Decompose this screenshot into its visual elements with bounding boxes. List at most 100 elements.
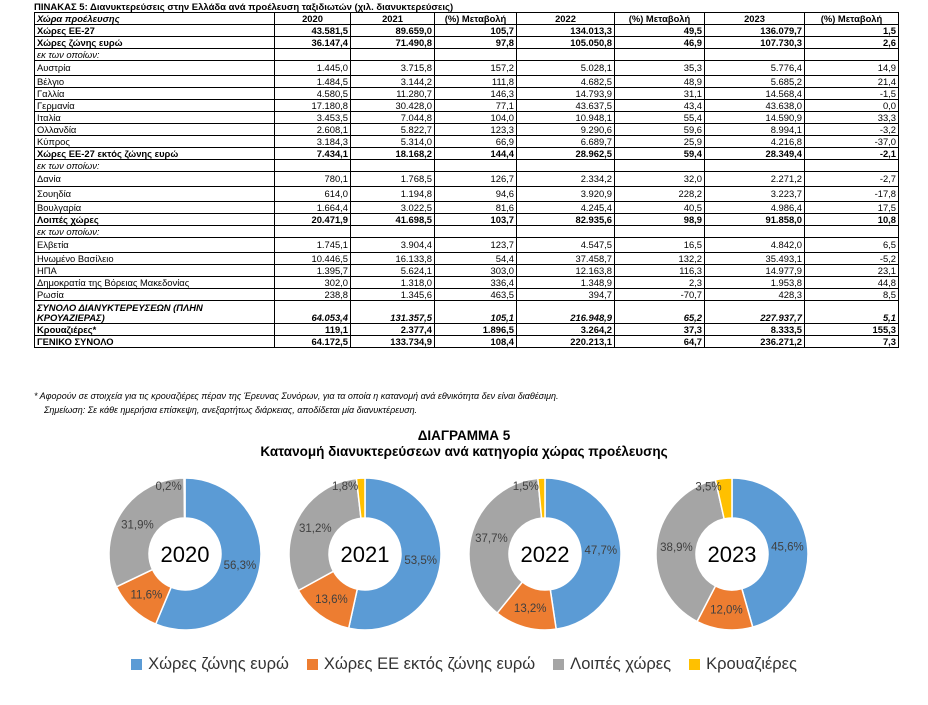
legend-label: Κρουαζιέρες (706, 655, 797, 673)
legend-swatch (131, 659, 143, 670)
row-label-cell: Δανία (34, 171, 275, 187)
value-cell: 134.013,3 (516, 24, 615, 37)
nights-table: Χώρα προέλευσης 2020 2021 (%) Μεταβολή 2… (34, 12, 899, 348)
table-caption: ΠΙΝΑΚΑΣ 5: Διανυκτερεύσεις στην Ελλάδα α… (34, 2, 454, 13)
value-cell: 1.318,0 (350, 276, 435, 289)
value-cell: -70,7 (614, 288, 705, 301)
value-cell: 17.180,8 (274, 99, 351, 112)
value-cell: 5.822,7 (350, 123, 435, 136)
row-label-cell: Κύπρος (34, 135, 275, 148)
value-cell: -3,2 (804, 123, 899, 136)
value-cell: 17,5 (804, 201, 899, 214)
row-label-cell: Κρουαζιέρες* (34, 323, 275, 336)
value-cell: 4.580,5 (274, 87, 351, 100)
value-cell: 227.937,7 (704, 300, 805, 324)
value-cell: 59,6 (614, 123, 705, 136)
value-cell (516, 159, 615, 172)
value-cell: 111,8 (434, 75, 517, 88)
value-cell: 7.044,8 (350, 111, 435, 124)
value-cell: 2.377,4 (350, 323, 435, 336)
value-cell: 8.333,5 (704, 323, 805, 336)
value-cell: 14,9 (804, 60, 899, 76)
value-cell: 3.453,5 (274, 111, 351, 124)
slice-label: 37,7% (475, 533, 508, 545)
value-cell: 4.216,8 (704, 135, 805, 148)
value-cell: 428,3 (704, 288, 805, 301)
value-cell: 1.768,5 (350, 171, 435, 187)
donut-slice (154, 477, 262, 631)
value-cell (614, 159, 705, 172)
value-cell: 0,0 (804, 99, 899, 112)
value-cell: 1,5 (804, 24, 899, 37)
value-cell: 1.953,8 (704, 276, 805, 289)
slice-label: 56,3% (224, 560, 257, 572)
value-cell (804, 225, 899, 238)
value-cell: 23,1 (804, 264, 899, 277)
row-label-cell: Χώρες ζώνης ευρώ (34, 36, 275, 49)
table-row: Βουλγαρία 1.664,4 3.022,5 81,6 4.245,4 40,5 4.… (34, 201, 899, 214)
table-row: Ρωσία 238,8 1.345,6 463,5 394,7 -70,7 428,3 8,5 (34, 288, 899, 301)
column-header: Χώρα προέλευσης (34, 12, 275, 25)
value-cell: 216.948,9 (516, 300, 615, 324)
value-cell (704, 225, 805, 238)
value-cell: 7.434,1 (274, 147, 351, 160)
value-cell: 16.133,8 (350, 252, 435, 265)
value-cell: 6,5 (804, 237, 899, 253)
row-label-cell: Σουηδία (34, 186, 275, 202)
value-cell: 41.698,5 (350, 213, 435, 226)
value-cell: 107.730,3 (704, 36, 805, 49)
table-row: εκ των οποίων: (34, 48, 899, 61)
value-cell: 1.896,5 (434, 323, 517, 336)
value-cell: 10,8 (804, 213, 899, 226)
legend-item: Κρουαζιέρες (689, 655, 797, 674)
value-cell: 31,1 (614, 87, 705, 100)
value-cell: 43.638,0 (704, 99, 805, 112)
value-cell (434, 48, 517, 61)
row-label-cell: εκ των οποίων: (34, 48, 275, 61)
row-label-cell: Δημοκρατία της Βόρειας Μακεδονίας (34, 276, 275, 289)
table-header-row: Χώρα προέλευσης 2020 2021 (%) Μεταβολή 2… (34, 12, 899, 25)
row-label-cell: Ολλανδία (34, 123, 275, 136)
table-row: Βέλγιο 1.484,5 3.144,2 111,8 4.682,5 48,9 5.68… (34, 75, 899, 88)
slice-label: 3,5% (695, 481, 721, 493)
value-cell: 37,3 (614, 323, 705, 336)
value-cell: 2.271,2 (704, 171, 805, 187)
slice-label: 0,2% (155, 481, 181, 493)
value-cell: 46,9 (614, 36, 705, 49)
value-cell: 8,5 (804, 288, 899, 301)
table-row: ΗΠΑ 1.395,7 5.624,1 303,0 12.163,8 116,3 14.97… (34, 264, 899, 277)
donut-slice (183, 477, 186, 519)
value-cell: 1.745,1 (274, 237, 351, 253)
value-cell: 3.920,9 (516, 186, 615, 202)
value-cell: 14.590,9 (704, 111, 805, 124)
row-label-cell: ΣΥΝΟΛΟ ΔΙΑΝΥΚΤΕΡΕΥΣΕΩΝ (ΠΛΗΝ ΚΡΟΥΑΖΙΕΡΑΣ… (34, 300, 275, 324)
value-cell: 220.213,1 (516, 335, 615, 348)
slice-label: 1,8% (332, 481, 358, 493)
value-cell: 64,7 (614, 335, 705, 348)
column-header: 2022 (516, 12, 615, 25)
legend-item: Χώρες ζώνης ευρώ (131, 655, 289, 674)
value-cell: 49,5 (614, 24, 705, 37)
value-cell (516, 48, 615, 61)
table-row: Κύπρος 3.184,3 5.314,0 66,9 6.689,7 25,9 4.216… (34, 135, 899, 148)
value-cell: 81,6 (434, 201, 517, 214)
donut-slice (355, 477, 366, 520)
row-label-cell: Ρωσία (34, 288, 275, 301)
value-cell: 2.334,2 (516, 171, 615, 187)
value-cell: 98,9 (614, 213, 705, 226)
value-cell (434, 159, 517, 172)
value-cell: 40,5 (614, 201, 705, 214)
value-cell: 4.842,0 (704, 237, 805, 253)
value-cell: 463,5 (434, 288, 517, 301)
value-cell (274, 48, 351, 61)
column-header: (%) Μεταβολή (614, 12, 705, 25)
legend-label: Χώρες ζώνης ευρώ (148, 655, 289, 673)
donut-year-label: 2022 (521, 542, 570, 567)
value-cell: 5.624,1 (350, 264, 435, 277)
value-cell: 7,3 (804, 335, 899, 348)
value-cell: 3.904,4 (350, 237, 435, 253)
value-cell: 89.659,0 (350, 24, 435, 37)
row-label-cell: Αυστρία (34, 60, 275, 76)
slice-label: 31,2% (299, 523, 332, 535)
column-header: (%) Μεταβολή (434, 12, 517, 25)
